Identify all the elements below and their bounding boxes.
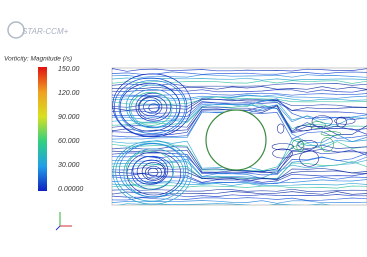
legend-title: Vorticity: Magnitude (/s): [4, 56, 72, 63]
viewport: STAR-CCM+ Vorticity: Magnitude (/s) 150.…: [0, 0, 367, 252]
legend-label: 30.000: [58, 162, 80, 169]
logo-text: STAR-CCM+: [22, 27, 69, 36]
cylinder: [206, 110, 266, 170]
legend-label: 60.000: [58, 138, 80, 145]
legend-label: 150.00: [58, 66, 80, 73]
legend-label: 90.000: [58, 114, 80, 121]
legend-label: 120.00: [58, 90, 80, 97]
legend-label: 0.00000: [58, 186, 83, 193]
colorbar: [38, 67, 47, 191]
